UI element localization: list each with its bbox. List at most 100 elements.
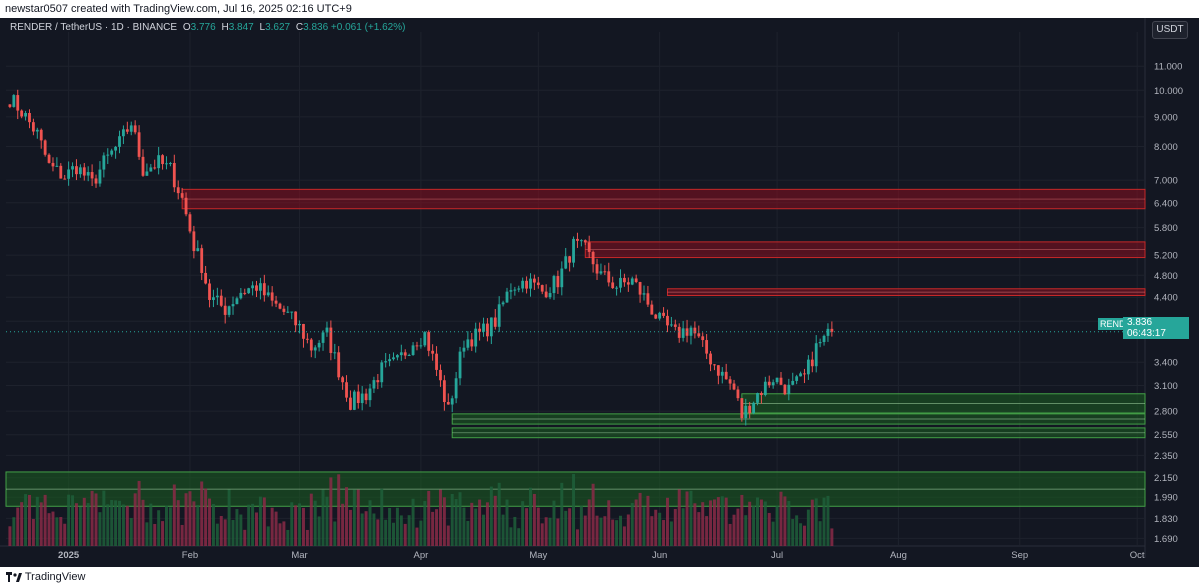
candle-body [697,333,701,337]
candle-body [630,278,634,285]
candle-body [47,154,51,163]
candle-body [298,323,301,326]
volume-bar [611,519,615,546]
volume-bar [795,515,799,546]
candle-body [341,377,345,383]
volume-bar [548,517,552,546]
currency-unit-button[interactable]: USDT [1152,21,1188,39]
volume-bar [712,499,716,546]
volume-bar [685,491,689,546]
volume-bar [82,497,86,546]
candle-body [403,352,407,356]
volume-bar [705,516,709,546]
volume-bar [239,514,243,546]
volume-bar [262,497,266,546]
volume-bar [8,526,12,546]
candle-body [212,297,215,300]
volume-bar [278,523,282,546]
y-tick-label: 9.000 [1154,112,1178,123]
candle-body [810,359,814,367]
volume-bar [482,514,486,546]
volume-bar [693,503,697,546]
volume-bar [799,523,803,546]
volume-bar [622,526,626,546]
candle-body [818,342,822,344]
candle-body [165,163,168,165]
volume-bar [756,497,759,546]
candle-body [744,405,748,419]
candle-body [380,362,384,383]
candle-body [638,282,642,295]
volume-bar [215,523,219,546]
y-tick-label: 6.400 [1154,198,1178,209]
y-tick-label: 2.350 [1154,451,1178,462]
volume-bar [677,489,681,546]
chart-frame[interactable]: 11.000 10.000 9.000 8.000 7.000 6.400 5.800 5.2… [0,18,1199,567]
tradingview-icon [6,572,22,583]
volume-bar [137,480,141,546]
candle-body [705,340,709,354]
volume-bar [43,494,47,546]
candle-body [568,256,572,263]
candle-body [583,240,587,243]
volume-bar [219,516,223,546]
volume-bar [223,519,227,546]
volume-bar [748,501,752,546]
volume-bar [274,511,278,546]
candle-body [313,347,317,351]
candle-body [239,292,243,299]
volume-bar [724,497,728,546]
volume-bar [673,508,677,546]
x-tick-label: Jul [771,550,783,561]
volume-bar [509,527,513,546]
volume-bar [305,529,309,546]
candle-body [274,300,278,304]
candle-body [771,382,775,386]
candle-body [564,256,568,269]
change-value: +0.061 (+1.62%) [330,22,406,33]
candle-body [122,129,125,137]
price-chart[interactable]: 11.000 10.000 9.000 8.000 7.000 6.400 5.800 5.2… [0,18,1199,567]
volume-bar [282,521,286,546]
candle-body [223,305,227,315]
x-tick-label: Feb [182,550,198,561]
candle-body [321,332,325,343]
candle-body [486,323,489,337]
volume-bar [395,507,399,546]
volume-bar [102,490,106,546]
volume-bar [802,525,806,546]
candle-body [12,95,16,107]
candle-body [830,328,834,332]
candle-body [654,314,658,319]
candle-body [673,324,677,327]
volume-bar [763,501,767,546]
volume-bar [744,515,748,546]
volume-bar [270,507,274,546]
volume-bar [591,483,595,546]
volume-bar [121,504,125,546]
volume-bar [243,529,247,546]
candle-body [701,336,705,341]
volume-bar [517,528,521,546]
candle-body [603,271,607,273]
candle-body [752,402,756,414]
candle-body [28,112,31,123]
candle-body [748,405,752,414]
candle-body [231,304,235,307]
volume-bar [740,494,744,546]
volume-bar [94,493,98,546]
candle-body [677,326,681,338]
candle-body [149,167,153,172]
volume-bar [665,497,669,546]
volume-bar [196,505,200,546]
volume-bar [200,481,204,546]
candle-body [235,298,239,305]
candle-body [86,172,90,176]
candle-body [395,355,399,358]
candle-body [161,155,164,165]
candle-body [309,339,313,351]
candle-body [626,282,630,285]
candle-body [243,292,247,294]
volume-bar [266,526,270,546]
volume-bar [438,489,442,546]
